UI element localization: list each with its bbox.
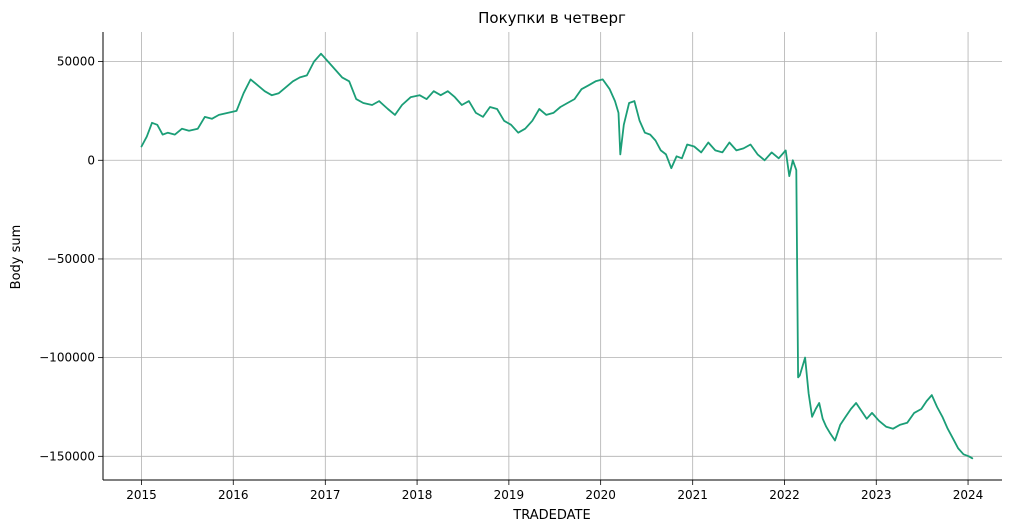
x-tick-label: 2020 — [585, 488, 616, 502]
tick-labels: 2015 2016 2017 2018 2019 2020 2021 2022 2023 2024… — [39, 55, 983, 502]
series-line — [140, 52, 974, 460]
x-tick-label: 2022 — [769, 488, 800, 502]
grid — [103, 32, 1002, 480]
x-tick-label: 2018 — [402, 488, 433, 502]
y-tick-label: 0 — [87, 153, 95, 167]
series-layer — [140, 52, 974, 460]
x-tick-label: 2019 — [494, 488, 525, 502]
y-tick-label: 50000 — [57, 55, 95, 69]
axes — [98, 32, 1002, 485]
x-axis-label: TRADEDATE — [512, 508, 590, 523]
y-axis-label: Body sum — [9, 225, 24, 290]
x-tick-label: 2021 — [677, 488, 708, 502]
x-tick-label: 2015 — [126, 488, 157, 502]
x-tick-label: 2017 — [310, 488, 341, 502]
x-tick-label: 2023 — [861, 488, 892, 502]
x-tick-label: 2016 — [218, 488, 249, 502]
y-tick-label: −50000 — [47, 252, 95, 266]
y-tick-label: −150000 — [39, 449, 95, 463]
y-tick-label: −100000 — [39, 351, 95, 365]
chart-title: Покупки в четверг — [478, 9, 626, 27]
x-tick-label: 2024 — [953, 488, 984, 502]
